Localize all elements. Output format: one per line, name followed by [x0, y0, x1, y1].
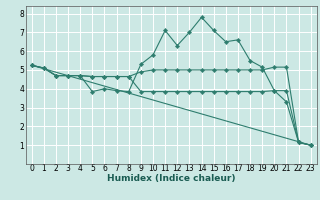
X-axis label: Humidex (Indice chaleur): Humidex (Indice chaleur)	[107, 174, 236, 183]
